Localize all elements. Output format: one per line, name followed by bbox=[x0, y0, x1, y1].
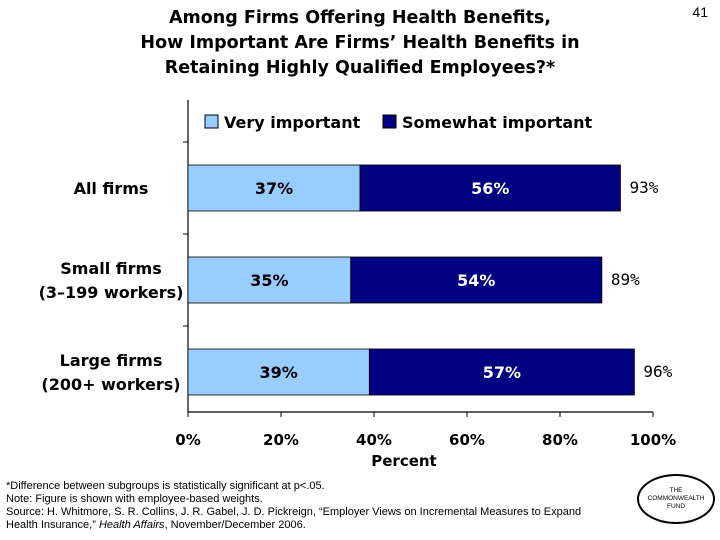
x-tick-label-5: 80% bbox=[542, 431, 578, 449]
legend-swatch-2 bbox=[382, 114, 397, 129]
x-tick-label-4: 60% bbox=[449, 431, 485, 449]
x-tick-label-1: 0% bbox=[175, 431, 200, 449]
bar-very-2 bbox=[187, 256, 352, 304]
x-tick-label-3: 40% bbox=[356, 431, 392, 449]
x-tick-label-6: 100% bbox=[630, 431, 676, 449]
bar-label-somewhat-3: 57% bbox=[483, 363, 521, 382]
legend-label-1: Very important bbox=[224, 113, 361, 132]
bar-very-3 bbox=[187, 348, 370, 396]
legend-swatch-1 bbox=[204, 114, 219, 129]
footnotes: *Difference between subgroups is statist… bbox=[6, 480, 626, 532]
bar-very-1 bbox=[187, 164, 361, 212]
title-line-2: How Important Are Firms’ Health Benefits… bbox=[140, 33, 580, 53]
footnote-significance: *Difference between subgroups is statist… bbox=[6, 480, 325, 492]
bar-somewhat-1 bbox=[359, 164, 621, 212]
footnote-source-cont-text: Health Insurance,” bbox=[6, 519, 99, 531]
category-label-2-line-2: (3–199 workers) bbox=[39, 283, 184, 302]
logo-text: THE COMMONWEALTH FUND bbox=[647, 487, 705, 510]
x-axis-title: Percent bbox=[371, 452, 436, 470]
title-line-1: Among Firms Offering Health Benefits, bbox=[168, 8, 551, 28]
bar-somewhat-3 bbox=[368, 348, 635, 396]
slide-number: 41 bbox=[692, 4, 708, 20]
bar-label-very-1: 37% bbox=[255, 179, 293, 198]
footnote-source: Source: H. Whitmore, S. R. Collins, J. R… bbox=[6, 506, 582, 518]
chart-title: Among Firms Offering Health Benefits, Ho… bbox=[60, 6, 660, 81]
total-label-3: 96% bbox=[643, 362, 672, 381]
title-line-3: Retaining Highly Qualified Employees?* bbox=[164, 58, 556, 78]
legend-label-2: Somewhat important bbox=[402, 113, 593, 132]
category-label-3-line-1: Large firms bbox=[60, 351, 163, 370]
x-tick-label-2: 20% bbox=[263, 431, 299, 449]
footnote-note: Note: Figure is shown with employee-base… bbox=[6, 493, 263, 505]
bar-label-somewhat-2: 54% bbox=[457, 271, 495, 290]
bar-label-very-3: 39% bbox=[260, 363, 298, 382]
footnote-source-cont: Health Insurance,” Health Affairs, Novem… bbox=[6, 519, 626, 532]
category-label-3-line-2: (200+ workers) bbox=[41, 375, 180, 394]
bar-label-somewhat-1: 56% bbox=[471, 179, 509, 198]
bar-somewhat-2 bbox=[350, 256, 603, 304]
footnote-date: , November/December 2006. bbox=[164, 519, 306, 531]
commonwealth-fund-logo: THE COMMONWEALTH FUND bbox=[637, 474, 715, 524]
category-label-1-line-1: All firms bbox=[74, 179, 149, 198]
footnote-journal: Health Affairs bbox=[98, 519, 165, 531]
category-label-2-line-1: Small firms bbox=[60, 259, 161, 278]
total-label-2: 89% bbox=[611, 270, 640, 289]
bar-label-very-2: 35% bbox=[250, 271, 288, 290]
total-label-1: 93% bbox=[629, 178, 658, 197]
